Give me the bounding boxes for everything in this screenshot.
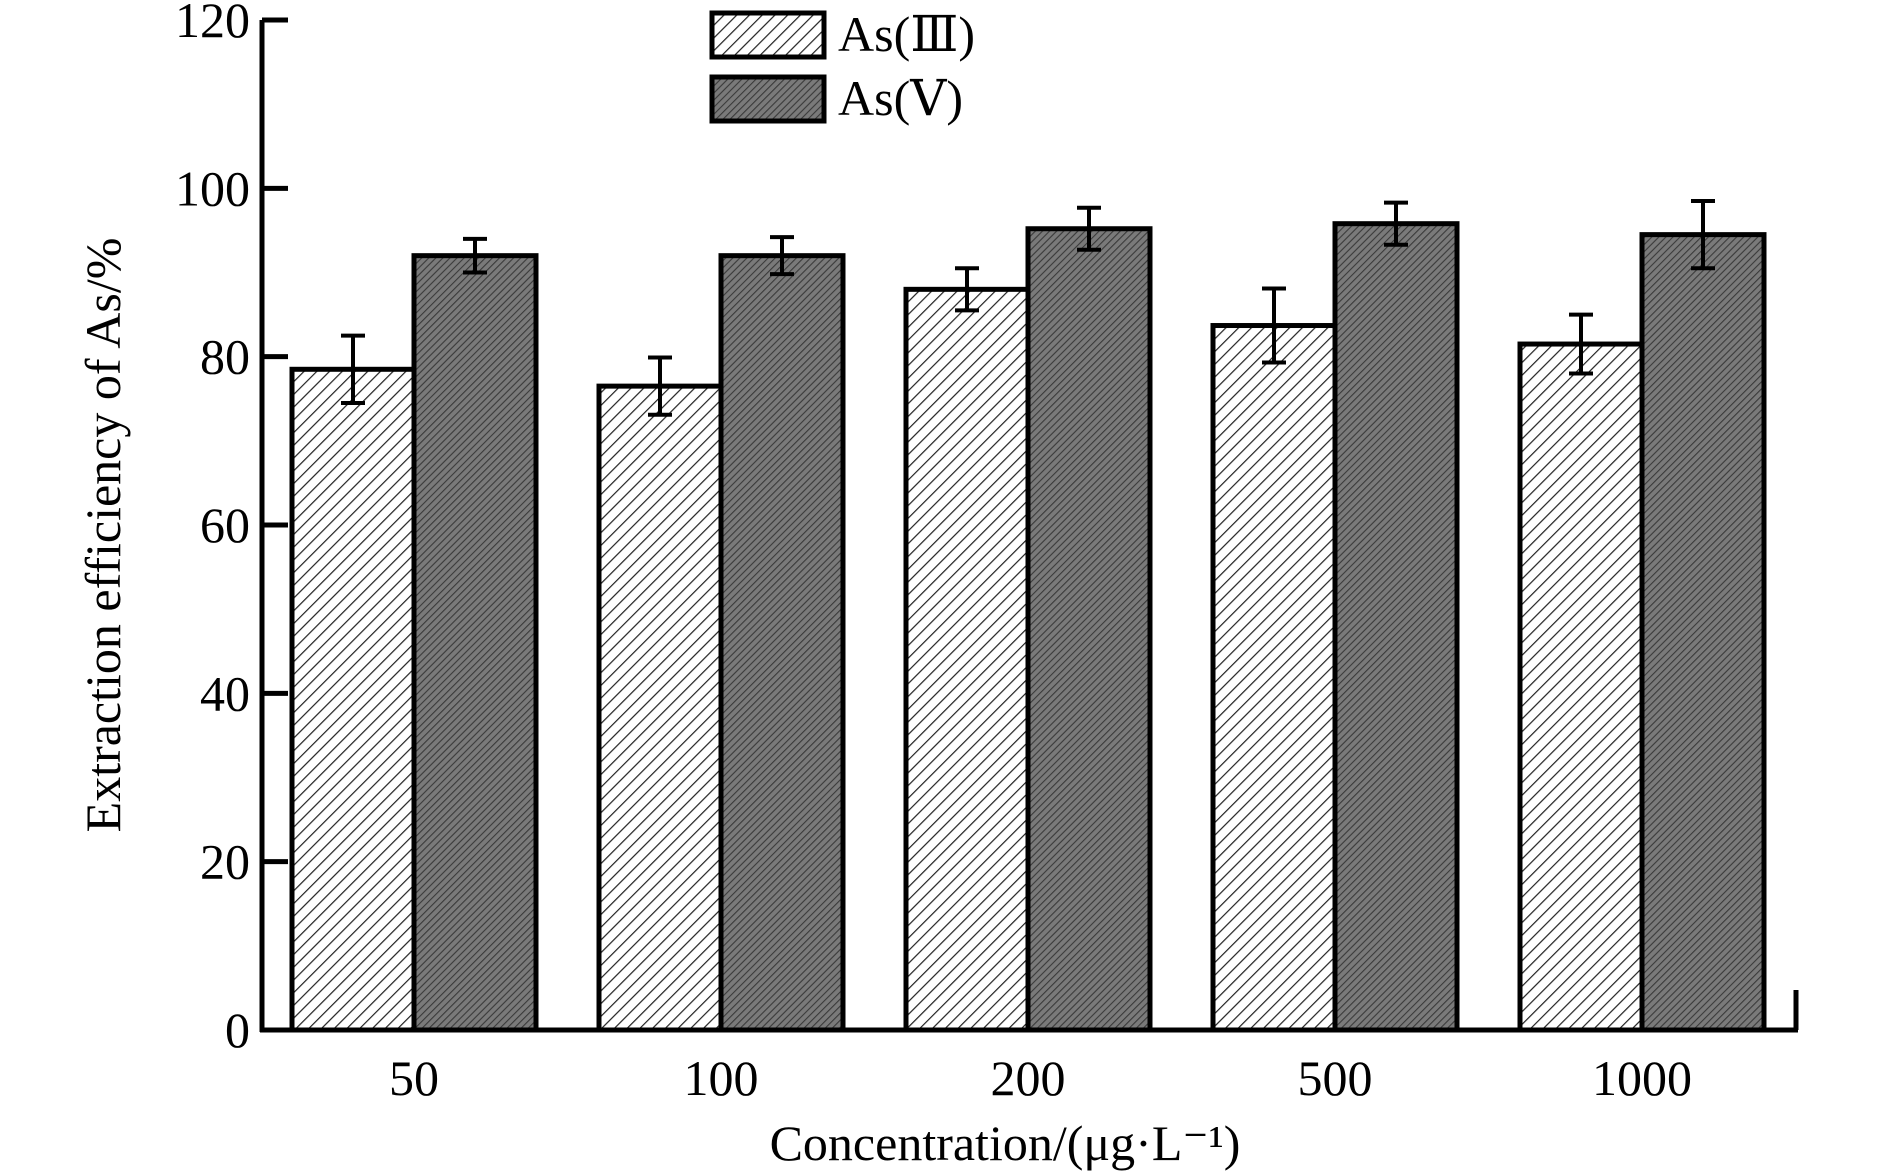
legend-label-as5: As(Ⅴ) [838,70,963,126]
legend-swatch-as5 [709,74,827,124]
bar-as3-500 [1210,323,1338,1033]
y-tick-label: 100 [175,160,250,216]
error-bars-layer [341,198,1715,417]
bar-as5-200 [1025,226,1153,1033]
bar-as3-1000 [1517,341,1645,1033]
bar-as3-100 [596,383,724,1033]
y-tick-label: 40 [200,665,250,721]
x-tick-label: 1000 [1592,1050,1692,1106]
y-tick-label: 80 [200,329,250,385]
y-axis-title: Extraction efficiency of As/% [75,238,131,833]
bar-as3-200 [903,286,1031,1033]
bar-as5-500 [1332,221,1460,1033]
labels-layer: 50 100 200 500 1000 0 20 40 60 80 100 120 Concentrat… [75,0,1692,1171]
axes-layer [259,17,1799,1033]
legend: As(Ⅲ) As(Ⅴ) [709,6,975,126]
bar-as3-50 [289,366,417,1033]
y-tick-label: 0 [225,1002,250,1058]
bar-as5-100 [718,253,846,1033]
x-tick-label: 50 [389,1050,439,1106]
bar-as5-1000 [1639,232,1767,1033]
x-tick-label: 200 [991,1050,1066,1106]
y-tick-label: 120 [175,0,250,48]
y-tick-label: 60 [200,497,250,553]
x-tick-label: 500 [1298,1050,1373,1106]
bar-as5-50 [411,253,539,1033]
legend-swatch-as3 [709,10,827,60]
y-tick-label: 20 [200,834,250,890]
x-tick-label: 100 [684,1050,759,1106]
bars-layer [289,221,1767,1033]
x-axis-title: Concentration/(μg·L⁻¹) [770,1115,1241,1171]
legend-label-as3: As(Ⅲ) [838,6,975,62]
